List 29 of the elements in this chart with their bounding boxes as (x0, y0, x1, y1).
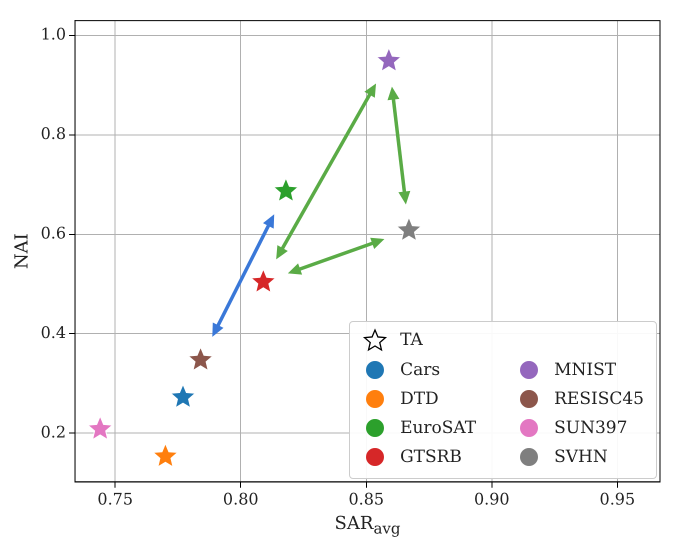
y-tick-label: 0.2 (40, 422, 66, 442)
x-axis-title: SAR$_{avg}$ (334, 513, 402, 538)
x-tick-label: 0.75 (97, 490, 134, 509)
legend-label: SVHN (554, 447, 608, 468)
y-tick-label: 1.0 (40, 24, 66, 44)
x-tick-label: 0.95 (600, 490, 636, 509)
point (273, 178, 299, 202)
x-tick-label: 0.85 (348, 490, 384, 509)
legend-title: TA (400, 330, 423, 350)
legend-label: Cars (400, 360, 440, 380)
point (396, 216, 422, 242)
legend-label: RESISC45 (554, 389, 644, 410)
x-tick-label: 0.90 (474, 490, 510, 509)
y-tick-label: 0.6 (40, 223, 66, 242)
x-tick-label: 0.80 (222, 490, 259, 509)
legend-label: SUN397 (554, 418, 628, 438)
point (188, 346, 214, 372)
point (170, 384, 196, 408)
y-tick-label: 0.4 (40, 322, 66, 342)
point (250, 268, 276, 294)
y-tick-label: 0.8 (40, 124, 66, 144)
legend-label: MNIST (554, 360, 616, 380)
point (376, 47, 402, 72)
legend-label: DTD (400, 389, 439, 410)
point (87, 416, 114, 440)
legend-label: GTSRB (400, 447, 462, 468)
y-axis-title: NAI (11, 233, 32, 270)
legend-label: EuroSAT (400, 418, 476, 438)
point (152, 442, 178, 468)
